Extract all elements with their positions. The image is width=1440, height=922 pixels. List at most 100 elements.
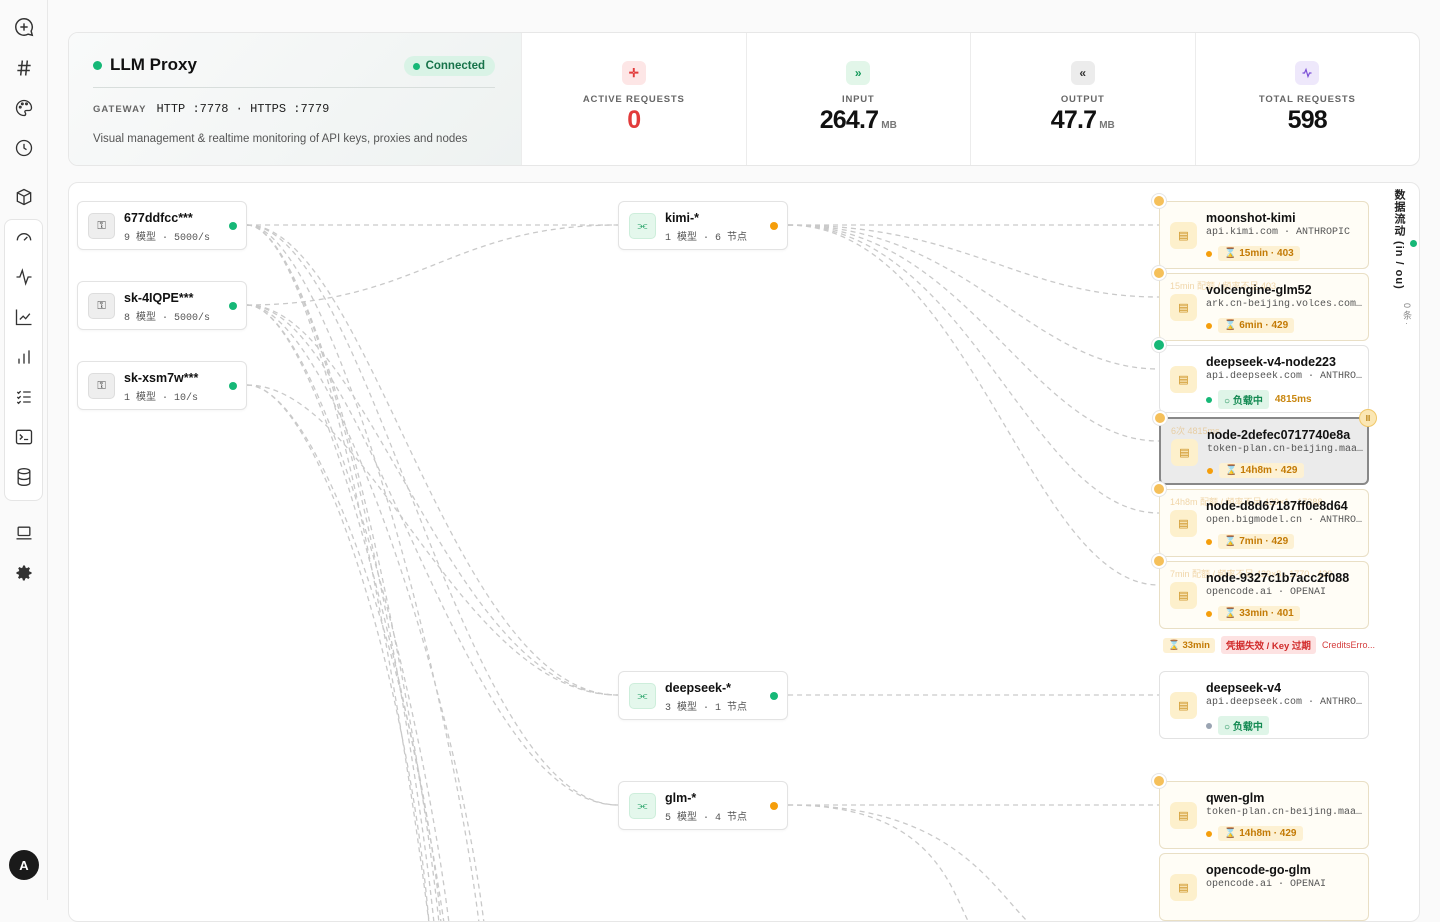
provider-node[interactable]: 7min 配额 / 频率不足 429×8 · 1770 · 429 ▤ node… [1152, 554, 1369, 629]
route-split-icon: ⫘ [629, 793, 656, 819]
new-chat-icon[interactable] [12, 15, 36, 39]
route-node-kimi[interactable]: ⫘ kimi-* 1 模型 · 6 节点 [618, 201, 788, 250]
route-name: deepseek-* [665, 681, 732, 695]
error-reason-badge: 凭据失效 / Key 过期 [1220, 636, 1316, 654]
stat-input: » INPUT 264.7 MB [745, 33, 971, 165]
provider-status: ⌛ 33min · 401 [1206, 606, 1300, 621]
provider-status: ⌛ 14h8m · 429 [1207, 463, 1304, 478]
route-meta: 1 模型 · 6 节点 [665, 233, 748, 244]
pulse-icon [1295, 61, 1320, 85]
edge [246, 304, 485, 921]
crosshair-icon: ✛ [621, 61, 646, 85]
route-status-dot [770, 802, 778, 810]
key-icon: ⚿ [88, 213, 115, 239]
provider-marker [1152, 338, 1166, 352]
server-icon: ▤ [1170, 510, 1197, 537]
provider-status: ○ 负载中 4815ms [1206, 390, 1312, 409]
bar-chart-icon[interactable] [12, 345, 36, 369]
latency: 4815ms [1274, 394, 1312, 405]
provider-marker [1152, 194, 1166, 208]
key-name: 677ddfcc*** [124, 211, 193, 225]
gateway-divider [93, 87, 495, 88]
provider-node[interactable]: 14h8m 配额 / 频率不足 429×1 · 17388 ▤ node-d8d… [1152, 482, 1369, 557]
provider-node[interactable]: ▤ deepseek-v4-node223 api.deepseek.com ·… [1152, 338, 1369, 413]
provider-node[interactable]: ▤ moonshot-kimi api.kimi.com · ANTHROPIC… [1152, 194, 1369, 269]
edge [246, 384, 430, 921]
edge [246, 224, 480, 921]
database-icon[interactable] [12, 465, 36, 489]
cooldown-badge: ⌛ 6min · 429 [1218, 318, 1295, 333]
server-icon: ▤ [1170, 802, 1197, 829]
edge [787, 224, 1160, 370]
ghost-error-trace: 7min 配额 / 频率不足 429×8 · 1770 · 429 [1170, 569, 1333, 579]
edge [246, 304, 450, 921]
history-icon[interactable] [12, 136, 36, 160]
route-status-dot [770, 692, 778, 700]
edge [246, 384, 442, 921]
loading-badge: ○ 负载中 [1218, 390, 1269, 409]
error-summary-row: ⌛ 33min 凭据失效 / Key 过期 CreditsErro... [1163, 636, 1375, 654]
hash-icon[interactable] [12, 56, 36, 80]
flow-edges [246, 224, 1160, 921]
api-key-node[interactable]: ⚿ sk-xsm7w*** 1 模型 · 10/s [77, 361, 247, 410]
edge [787, 224, 1160, 586]
double-chevron-right-icon: » [846, 61, 871, 85]
api-key-node[interactable]: ⚿ sk-4IQPE*** 8 模型 · 5000/s [77, 281, 247, 330]
terminal-icon[interactable] [12, 425, 36, 449]
laptop-icon[interactable] [12, 521, 36, 545]
stat-label: OUTPUT [1060, 94, 1105, 105]
edge [787, 224, 1160, 442]
provider-status: ⌛ 14h8m · 429 [1206, 826, 1303, 841]
gateway-title: LLM Proxy [93, 55, 497, 75]
provider-node[interactable]: ▤ qwen-glm token-plan.cn-beijing.maas.al… [1152, 774, 1369, 849]
palette-icon[interactable] [12, 96, 36, 120]
pause-icon[interactable]: II [1359, 409, 1377, 427]
status-dot [1206, 722, 1212, 729]
provider-node[interactable]: 15min 配额 / 频率不足 403 ▤ volcengine-glm52 a… [1152, 266, 1369, 341]
route-node-glm[interactable]: ⫘ glm-* 5 模型 · 4 节点 [618, 781, 788, 830]
provider-marker [1152, 482, 1166, 496]
provider-host: api.kimi.com · ANTHROPIC [1206, 227, 1351, 238]
package-icon[interactable] [12, 185, 36, 209]
activity-icon[interactable] [12, 265, 36, 289]
api-key-node[interactable]: ⚿ 677ddfcc*** 9 模型 · 5000/s [77, 201, 247, 250]
line-chart-icon[interactable] [12, 305, 36, 329]
flow-live-dot [1410, 240, 1417, 247]
provider-node[interactable]: ▤ opencode-go-glm opencode.ai · OPENAI [1159, 853, 1369, 921]
key-meta: 1 模型 · 10/s [124, 393, 199, 404]
status-dot [1206, 538, 1212, 545]
stat-label: INPUT [842, 94, 875, 105]
server-icon: ▤ [1170, 222, 1197, 249]
gateway-label: GATEWAY [93, 104, 147, 115]
provider-name: node-d8d67187ff0e8d64 [1206, 499, 1348, 513]
provider-name: moonshot-kimi [1206, 211, 1296, 225]
flow-count: 0 条 · [1402, 303, 1412, 326]
status-dot [1206, 250, 1212, 257]
provider-marker [1152, 266, 1166, 280]
cooldown-badge: ⌛ 15min · 403 [1218, 246, 1300, 261]
key-icon: ⚿ [88, 293, 115, 319]
stat-value: 598 [1287, 106, 1328, 134]
stat-active-requests: ✛ ACTIVE REQUESTS 0 [521, 33, 746, 165]
connection-badge: Connected [403, 56, 495, 76]
gateway-description: Visual management & realtime monitoring … [93, 133, 468, 145]
flow-canvas[interactable]: ⚿ 677ddfcc*** 9 模型 · 5000/s ⚿ sk-4IQPE**… [68, 182, 1420, 922]
server-icon: ▤ [1170, 874, 1197, 901]
provider-status: ⌛ 15min · 403 [1206, 246, 1300, 261]
user-avatar[interactable]: A [9, 850, 39, 880]
cooldown-badge: ⌛ 14h8m · 429 [1218, 826, 1303, 841]
gauge-icon[interactable] [12, 225, 36, 249]
provider-name: node-2defec0717740e8a [1207, 428, 1351, 442]
checklist-icon[interactable] [12, 385, 36, 409]
edge [787, 804, 969, 921]
route-name: glm-* [665, 791, 697, 805]
provider-node-selected[interactable]: II 6次 4815ms ▤ node-2defec0717740e8a tok… [1153, 409, 1377, 485]
monitor-group [4, 219, 43, 501]
provider-node[interactable]: ▤ deepseek-v4 api.deepseek.com · ANTHROP… [1159, 671, 1369, 739]
provider-host: api.deepseek.com · ANTHROPIC [1206, 371, 1364, 382]
provider-marker [1152, 774, 1166, 788]
route-node-deepseek[interactable]: ⫘ deepseek-* 3 模型 · 1 节点 [618, 671, 788, 720]
settings-icon[interactable] [12, 561, 36, 585]
left-rail: A [0, 0, 48, 900]
provider-host: ark.cn-beijing.volces.com · OPENAI [1206, 299, 1364, 310]
